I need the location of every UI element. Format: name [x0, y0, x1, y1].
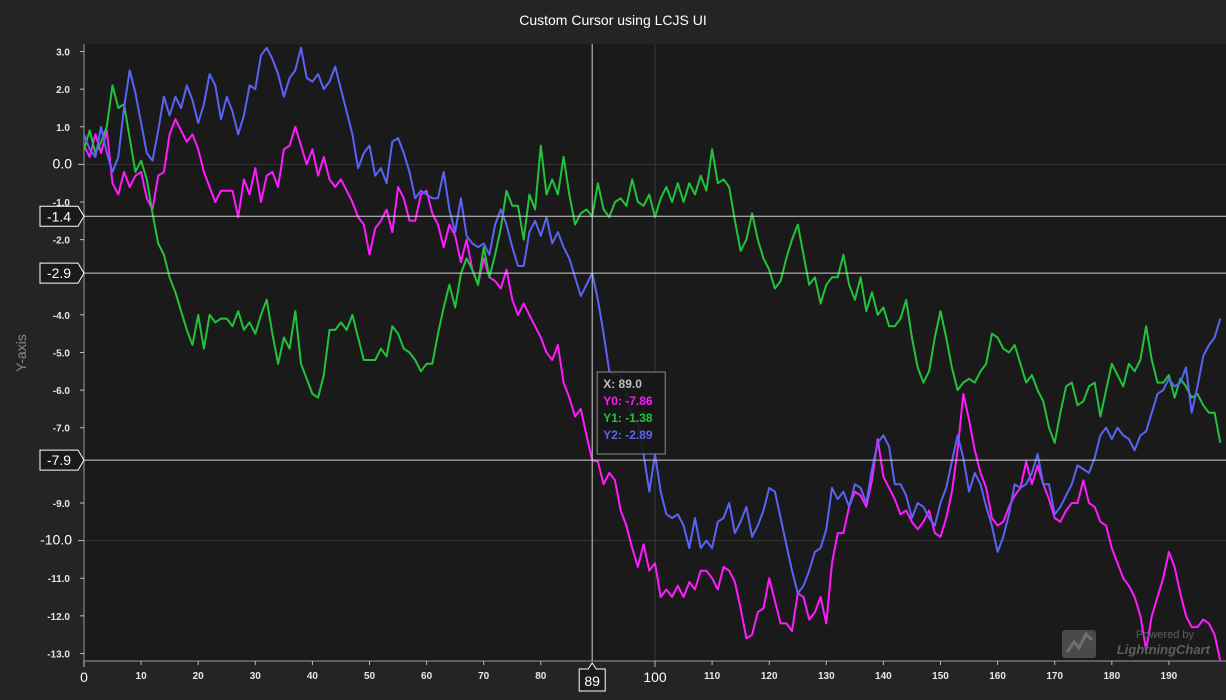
cursor-tooltip-row: X: 89.0 [603, 377, 642, 391]
x-tick-label: 190 [1161, 671, 1178, 682]
y-tick-label: -6.0 [53, 386, 71, 397]
y-tick-label: -2.0 [53, 236, 71, 247]
cursor-tooltip-box [596, 371, 666, 455]
x-tick-label: 20 [193, 671, 205, 682]
y-tick-label: -7.0 [53, 424, 71, 435]
chart-title: Custom Cursor using LCJS UI [519, 12, 707, 28]
y-cursor-marker [39, 205, 85, 227]
watermark: Powered by LightningChart [1062, 629, 1211, 658]
x-tick-label: 100 [643, 669, 667, 685]
x-tick-label: 30 [250, 671, 262, 682]
y-cursor-marker-label: -7.9 [47, 452, 71, 468]
y-tick-label: 1.0 [56, 123, 70, 134]
y-tick-label: 3.0 [56, 48, 70, 59]
y-tick-label: -11.0 [48, 574, 71, 585]
cursor-tooltip-row: Y1: -1.38 [603, 411, 653, 425]
x-tick-label: 80 [535, 671, 547, 682]
series-line-y2 [83, 46, 1222, 595]
series-line-y0 [83, 118, 1222, 662]
y-tick-label: 2.0 [56, 85, 70, 96]
x-tick-label: 60 [421, 671, 433, 682]
watermark-line1: Powered by [1136, 629, 1195, 641]
x-tick-label: 110 [704, 671, 721, 682]
cursor-tooltip: X: 89.0 Y0: -7.86 Y1: -1.38 Y2: -2.89 [596, 371, 666, 455]
y-axis-title: Y-axis [13, 334, 29, 372]
x-tick-label: 50 [364, 671, 376, 682]
axes: 0 10 20 30 40 50 60 70 80 100 110 120 130 140 150 160 17… [40, 44, 1226, 685]
y-cursor-marker-label: -2.9 [47, 265, 71, 281]
y-tick-label: -10.0 [40, 532, 72, 548]
y-cursor-marker [39, 449, 85, 471]
x-tick-label: 140 [875, 671, 892, 682]
series-line-y1 [83, 84, 1222, 444]
x-cursor-marker [578, 662, 606, 692]
x-tick-label: 130 [818, 671, 835, 682]
y-tick-label: -9.0 [53, 499, 71, 510]
x-tick-label: 170 [1046, 671, 1063, 682]
y-tick-label: -4.0 [53, 311, 71, 322]
x-tick-label: 180 [1103, 671, 1120, 682]
watermark-line2: LightningChart [1117, 642, 1211, 657]
y-tick-label: 0.0 [53, 155, 73, 171]
x-tick-label: 120 [761, 671, 778, 682]
lightningchart-logo-icon [1062, 630, 1096, 658]
cursor: -1.4 -2.9 -7.9 89 X: 89.0 Y0: -7.86 Y1: -1.38 Y… [39, 44, 1226, 692]
x-tick-label: 70 [478, 671, 490, 682]
x-tick-label: 150 [932, 671, 949, 682]
cursor-tooltip-row: Y0: -7.86 [603, 394, 653, 408]
y-tick-label: -13.0 [47, 649, 70, 660]
series-layer [83, 46, 1222, 662]
x-tick-label: 10 [136, 671, 148, 682]
y-tick-label: -12.0 [47, 612, 70, 623]
y-cursor-marker [39, 262, 85, 284]
x-tick-label: 160 [989, 671, 1006, 682]
y-tick-label: -5.0 [53, 349, 71, 360]
x-tick-label: 40 [307, 671, 319, 682]
grid [84, 44, 1226, 661]
y-tick-label: -1.0 [53, 198, 71, 209]
x-cursor-marker-label: 89 [584, 673, 600, 689]
cursor-tooltip-row: Y2: -2.89 [603, 428, 653, 442]
x-tick-label: 0 [80, 669, 88, 685]
y-cursor-marker-label: -1.4 [47, 208, 71, 224]
